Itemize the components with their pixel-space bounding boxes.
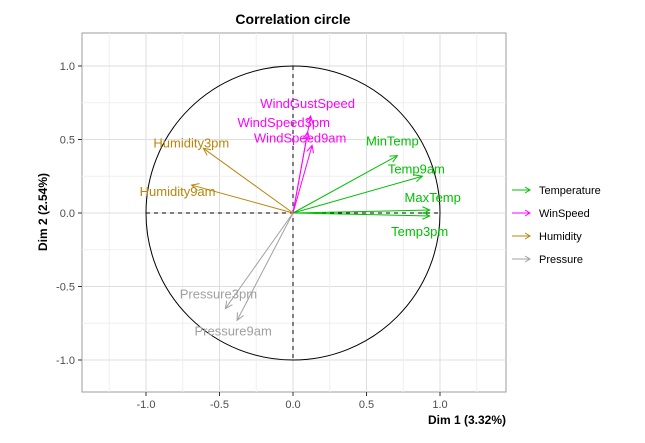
legend-label: WinSpeed [539, 208, 590, 220]
arrow-shaft [292, 209, 430, 214]
x-tick-label: -1.0 [137, 399, 156, 411]
variable-label: Pressure3pm [180, 287, 257, 302]
legend-key-arrowhead [524, 186, 531, 194]
arrow-shaft [292, 132, 309, 214]
y-tick-label: 0.0 [60, 208, 75, 220]
x-axis-title: Dim 1 (3.32%) [428, 413, 506, 427]
arrow-shaft [292, 155, 398, 214]
variable-arrow: Pressure3pm [180, 212, 294, 310]
variable-arrow: WindSpeed3pm [237, 115, 330, 214]
x-axis-ticks: -1.0 -0.5 0.0 0.5 1.0 [137, 392, 448, 411]
legend-label: Pressure [539, 254, 583, 266]
arrow-head [224, 300, 233, 310]
variable-label: Temp3pm [391, 224, 448, 239]
arrow-head [389, 155, 399, 163]
variable-label: MinTemp [366, 134, 419, 149]
x-tick-label: 0.0 [285, 399, 300, 411]
arrow-head [305, 114, 314, 124]
y-tick-label: -1.0 [56, 355, 75, 367]
variable-arrow: WindSpeed9am [254, 130, 347, 214]
variable-label: Pressure9am [194, 323, 271, 338]
arrow-shaft [292, 212, 430, 217]
x-tick-label: -0.5 [210, 399, 229, 411]
variable-arrow: Temp9am [292, 161, 445, 214]
x-tick-label: 0.5 [359, 399, 374, 411]
variable-label: WindGustSpeed [260, 96, 355, 111]
variable-label: Humidity3pm [153, 135, 229, 150]
arrow-head [202, 147, 212, 156]
y-axis-ticks: -1.0 -0.5 0.0 0.5 1.0 [56, 61, 82, 367]
legend-item: Temperature [512, 185, 601, 197]
legend-item: Pressure [512, 254, 583, 266]
variable-arrow: Temp3pm [292, 211, 448, 239]
arrow-head [302, 131, 311, 140]
arrow-head [422, 211, 431, 220]
variable-label: Humidity9am [140, 184, 216, 199]
chart-title: Correlation circle [235, 11, 350, 27]
arrow-head [306, 144, 314, 154]
arrow-head [422, 206, 431, 215]
legend-key-arrowhead [524, 255, 531, 263]
variable-label: Temp9am [388, 161, 445, 176]
legend-key-arrowhead [524, 232, 531, 240]
arrow-head [414, 174, 424, 182]
variable-arrow: Humidity3pm [153, 135, 294, 214]
y-tick-label: 1.0 [60, 61, 75, 73]
variable-label: MaxTemp [405, 190, 461, 205]
arrow-shaft [292, 175, 423, 214]
arrow-head [236, 312, 244, 322]
x-tick-label: 1.0 [432, 399, 447, 411]
variable-arrow: MaxTemp [292, 190, 461, 215]
arrow-shaft [191, 184, 294, 214]
arrow-shaft [224, 212, 294, 309]
arrow-shaft [203, 147, 294, 214]
variable-arrow: MinTemp [292, 134, 419, 214]
variable-label: WindSpeed9am [254, 130, 347, 145]
y-axis-title: Dim 2 (2.54%) [36, 173, 50, 251]
variable-arrow: Humidity9am [140, 183, 294, 214]
legend-label: Humidity [539, 231, 582, 243]
legend-key-arrowhead [524, 209, 531, 217]
variable-arrows: MinTemp Temp9am MaxTemp Temp3pm WindGustSpee… [140, 96, 461, 338]
legend: Temperature WinSpeed Humidity Pressure [512, 185, 601, 266]
y-tick-label: 0.5 [60, 135, 75, 147]
y-tick-label: -0.5 [56, 282, 75, 294]
variable-arrow: Pressure9am [194, 212, 294, 338]
arrow-shaft [292, 145, 313, 214]
legend-item: WinSpeed [512, 208, 590, 220]
legend-label: Temperature [539, 185, 601, 197]
variable-label: WindSpeed3pm [237, 115, 330, 130]
legend-item: Humidity [512, 231, 582, 243]
arrow-shaft [236, 212, 294, 321]
arrow-head [190, 183, 200, 191]
